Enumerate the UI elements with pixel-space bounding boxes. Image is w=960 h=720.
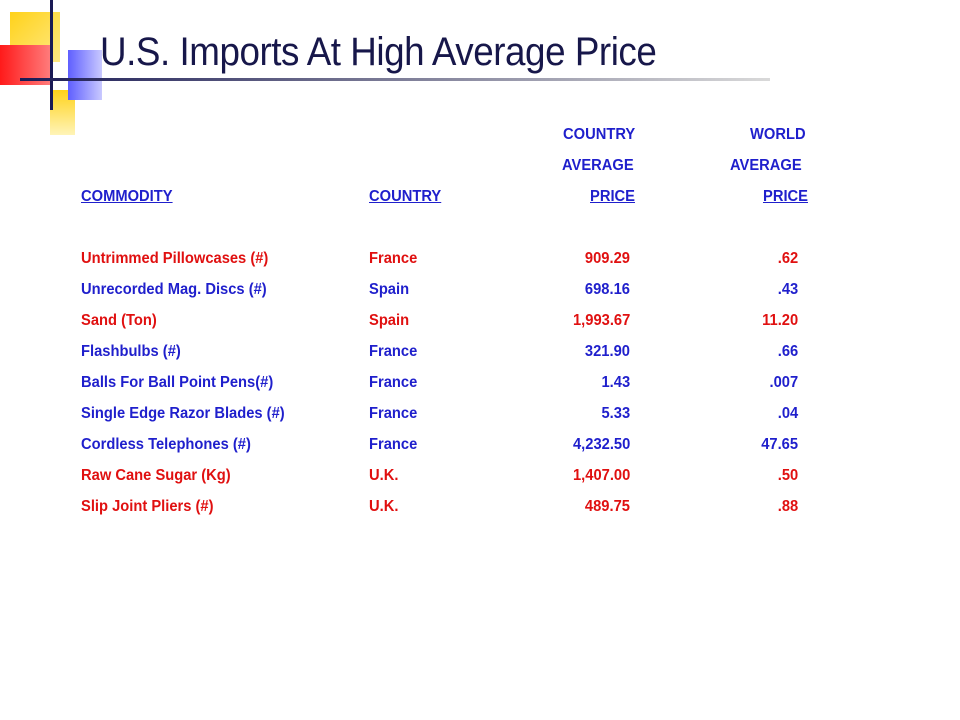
country-average-price-cell: 698.16 — [584, 281, 630, 298]
commodity-cell: Cordless Telephones (#) — [81, 436, 251, 453]
commodity-cell: Unrecorded Mag. Discs (#) — [81, 281, 267, 298]
world-average-price-cell: 47.65 — [761, 436, 798, 453]
country-cell: France — [369, 343, 418, 360]
commodity-cell: Untrimmed Pillowcases (#) — [81, 250, 269, 267]
country-cell: Spain — [369, 312, 410, 329]
decorative-blue-block — [68, 50, 102, 100]
world-average-price-cell: .04 — [777, 405, 798, 422]
world-average-price-cell: .50 — [777, 467, 798, 484]
country-cell: France — [369, 250, 418, 267]
country-average-price-cell: 1,993.67 — [572, 312, 630, 329]
header-world-average-line1: WORLD — [750, 126, 806, 143]
country-cell: Spain — [369, 281, 410, 298]
world-average-price-cell: .62 — [777, 250, 798, 267]
world-average-price-cell: .66 — [777, 343, 798, 360]
header-country: COUNTRY — [369, 188, 442, 205]
title-underline — [20, 78, 770, 81]
country-cell: U.K. — [369, 498, 399, 515]
header-country-average-line3: PRICE — [590, 188, 635, 205]
slide-title: U.S. Imports At High Average Price — [100, 30, 657, 74]
decorative-vertical-line — [50, 0, 53, 110]
country-cell: France — [369, 436, 418, 453]
country-average-price-cell: 321.90 — [584, 343, 630, 360]
header-world-average-line2: AVERAGE — [730, 157, 802, 174]
country-average-price-cell: 1.43 — [601, 374, 630, 391]
commodity-cell: Single Edge Razor Blades (#) — [81, 405, 285, 422]
header-world-average-line3: PRICE — [763, 188, 808, 205]
commodity-cell: Balls For Ball Point Pens(#) — [81, 374, 274, 391]
commodity-cell: Sand (Ton) — [81, 312, 157, 329]
country-average-price-cell: 909.29 — [584, 250, 630, 267]
commodity-cell: Raw Cane Sugar (Kg) — [81, 467, 231, 484]
world-average-price-cell: .43 — [777, 281, 798, 298]
country-average-price-cell: 489.75 — [584, 498, 630, 515]
world-average-price-cell: .007 — [769, 374, 798, 391]
country-cell: France — [369, 374, 418, 391]
commodity-cell: Flashbulbs (#) — [81, 343, 181, 360]
world-average-price-cell: 11.20 — [761, 312, 798, 329]
country-average-price-cell: 4,232.50 — [572, 436, 630, 453]
country-cell: France — [369, 405, 418, 422]
header-commodity: COMMODITY — [81, 188, 173, 205]
country-average-price-cell: 5.33 — [601, 405, 630, 422]
country-average-price-cell: 1,407.00 — [572, 467, 630, 484]
world-average-price-cell: .88 — [777, 498, 798, 515]
header-country-average-line1: COUNTRY — [563, 126, 636, 143]
header-country-average-line2: AVERAGE — [562, 157, 634, 174]
commodity-cell: Slip Joint Pliers (#) — [81, 498, 214, 515]
country-cell: U.K. — [369, 467, 399, 484]
